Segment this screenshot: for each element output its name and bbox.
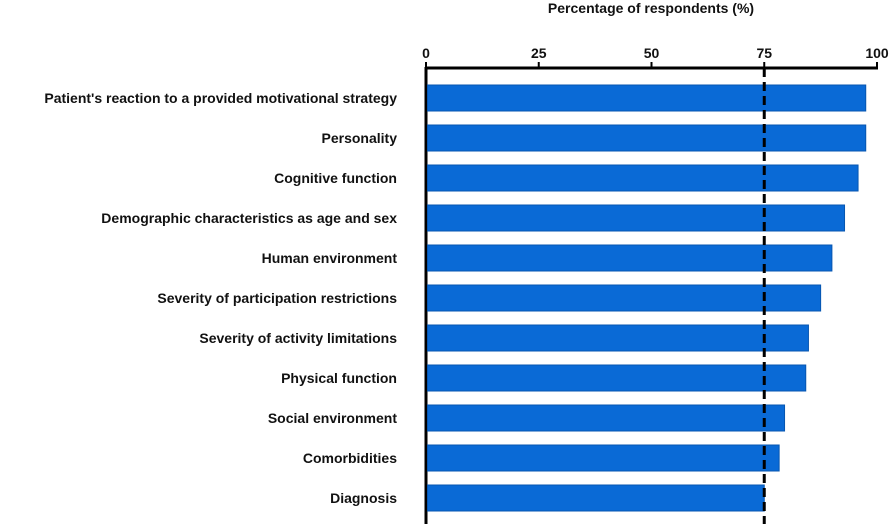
bar bbox=[427, 324, 809, 352]
bar bbox=[427, 444, 780, 472]
category-label: Cognitive function bbox=[274, 170, 397, 186]
bar bbox=[427, 484, 765, 512]
category-label: Severity of participation restrictions bbox=[157, 290, 397, 306]
category-label: Physical function bbox=[281, 370, 397, 386]
category-label: Personality bbox=[322, 130, 398, 146]
x-tick-label: 25 bbox=[531, 45, 547, 61]
x-tick-label: 0 bbox=[422, 45, 430, 61]
category-label: Human environment bbox=[262, 250, 398, 266]
x-axis-title: Percentage of respondents (%) bbox=[548, 0, 754, 16]
x-tick-label: 75 bbox=[756, 45, 772, 61]
bar bbox=[427, 84, 867, 112]
bar bbox=[427, 204, 846, 232]
category-label: Demographic characteristics as age and s… bbox=[101, 210, 397, 226]
bars-layer bbox=[427, 84, 867, 512]
category-label: Comorbidities bbox=[303, 450, 397, 466]
axis-layer: 0 25 50 75 100 bbox=[422, 45, 889, 524]
category-label: Social environment bbox=[268, 410, 397, 426]
x-tick-label: 100 bbox=[865, 45, 889, 61]
category-label: Diagnosis bbox=[330, 490, 397, 506]
category-label: Severity of activity limitations bbox=[199, 330, 397, 346]
category-labels: Patient's reaction to a provided motivat… bbox=[44, 90, 397, 506]
category-label: Patient's reaction to a provided motivat… bbox=[44, 90, 397, 106]
bar bbox=[427, 164, 859, 192]
bar bbox=[427, 124, 867, 152]
bar bbox=[427, 284, 822, 312]
bar bbox=[427, 404, 786, 432]
x-tick-label: 50 bbox=[644, 45, 660, 61]
bar bbox=[427, 364, 807, 392]
bar bbox=[427, 244, 833, 272]
